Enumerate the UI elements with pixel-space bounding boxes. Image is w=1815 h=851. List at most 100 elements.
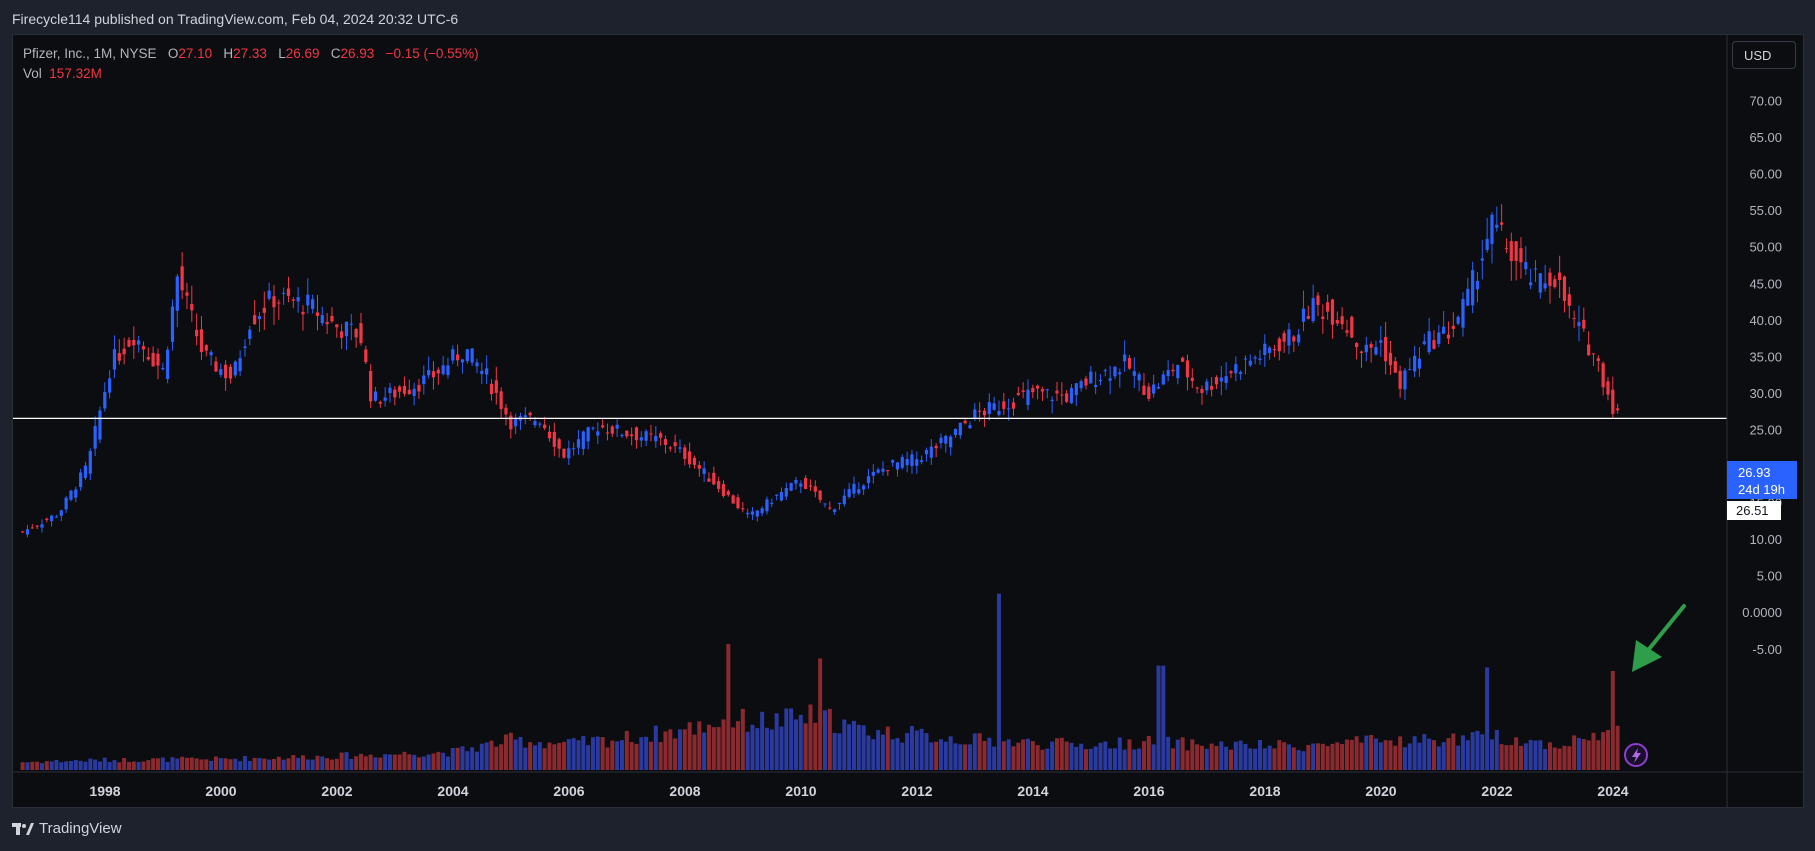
candle-body bbox=[1413, 355, 1417, 372]
volume-bar bbox=[1446, 738, 1451, 770]
candle-body bbox=[673, 442, 677, 447]
candle-body bbox=[1461, 299, 1465, 328]
candle-body bbox=[1403, 370, 1407, 390]
candle-body bbox=[634, 427, 639, 441]
candle-body bbox=[982, 410, 987, 416]
volume-bar bbox=[54, 759, 59, 770]
volume-bar bbox=[876, 730, 881, 770]
candle-body bbox=[1601, 363, 1605, 388]
candle-body bbox=[659, 433, 663, 438]
candle-body bbox=[707, 478, 711, 482]
candle-body bbox=[190, 304, 194, 311]
volume-bar bbox=[508, 732, 513, 770]
volume-bar bbox=[938, 739, 943, 770]
candle-body bbox=[504, 407, 508, 415]
candle-body bbox=[775, 494, 779, 496]
volume-bar bbox=[571, 738, 576, 770]
volume-bar bbox=[1359, 742, 1364, 770]
tradingview-logo[interactable]: TradingView bbox=[12, 820, 122, 837]
lightning-icon[interactable] bbox=[1624, 743, 1648, 767]
volume-bar bbox=[1364, 735, 1369, 770]
volume-bar bbox=[1576, 737, 1581, 770]
volume-bar bbox=[542, 748, 547, 770]
candle-body bbox=[847, 489, 851, 497]
volume-bar bbox=[1330, 743, 1335, 770]
volume-bar bbox=[1335, 742, 1340, 770]
change-value: −0.15 (−0.55%) bbox=[385, 46, 479, 61]
volume-bar bbox=[1465, 740, 1470, 770]
candle-body bbox=[876, 469, 880, 473]
volume-bar bbox=[44, 761, 49, 770]
volume-bar bbox=[702, 732, 707, 770]
candle-body bbox=[456, 354, 460, 361]
candle-body bbox=[1011, 402, 1016, 409]
candle-body bbox=[475, 362, 479, 367]
volume-bar bbox=[1098, 742, 1103, 770]
candle-body bbox=[581, 431, 585, 449]
candle-body bbox=[127, 339, 131, 347]
symbol-name[interactable]: Pfizer, Inc., 1M, NYSE bbox=[23, 46, 157, 61]
candle-body bbox=[277, 302, 281, 304]
candle-body bbox=[1287, 329, 1291, 346]
candle-body bbox=[137, 340, 141, 345]
x-tick-label: 2014 bbox=[1017, 783, 1048, 799]
volume-bar bbox=[1494, 729, 1499, 770]
candle-body bbox=[185, 292, 189, 296]
candle-body bbox=[547, 431, 552, 439]
currency-button[interactable]: USD bbox=[1732, 41, 1796, 69]
candle-body bbox=[1060, 394, 1064, 396]
candle-body bbox=[1529, 282, 1533, 286]
volume-bar bbox=[726, 644, 731, 770]
volume-bar bbox=[1272, 748, 1277, 770]
candle-body bbox=[1369, 344, 1373, 348]
volume-bar bbox=[1340, 744, 1345, 770]
candle-body bbox=[248, 329, 252, 339]
volume-bar bbox=[344, 752, 349, 770]
candle-body bbox=[1466, 288, 1470, 306]
chart-frame[interactable] bbox=[12, 34, 1804, 808]
volume-bar bbox=[184, 757, 189, 770]
volume-bar bbox=[1190, 739, 1195, 770]
candle-body bbox=[1026, 389, 1030, 405]
candle-body bbox=[630, 434, 634, 437]
candle-body bbox=[431, 371, 436, 378]
candle-body bbox=[813, 486, 817, 492]
candle-body bbox=[1350, 316, 1354, 338]
volume-bar bbox=[1475, 730, 1480, 770]
price-axis[interactable]: 70.00 65.00 60.00 55.00 50.00 45.00 40.00 35.00… bbox=[1742, 94, 1782, 657]
candle-body bbox=[83, 465, 88, 478]
volume-bar bbox=[97, 761, 102, 770]
volume-bar bbox=[1499, 744, 1504, 770]
candle-body bbox=[1558, 272, 1562, 281]
volume-bar bbox=[697, 721, 702, 770]
volume-bar bbox=[204, 759, 209, 770]
volume-bar bbox=[242, 756, 247, 770]
candle-body bbox=[789, 483, 793, 491]
volume-bar bbox=[735, 721, 740, 770]
volume-bar bbox=[1518, 745, 1523, 770]
candle-body bbox=[765, 499, 769, 512]
candle-body bbox=[1326, 302, 1330, 312]
candle-body bbox=[760, 508, 764, 514]
close-value: 26.93 bbox=[340, 46, 375, 61]
annotation-arrow[interactable] bbox=[1632, 604, 1686, 672]
y-tick-label: 0.0000 bbox=[1742, 605, 1782, 620]
y-tick-label: 30.00 bbox=[1749, 386, 1782, 401]
volume-bar bbox=[1011, 746, 1016, 770]
y-tick-label: 50.00 bbox=[1749, 240, 1782, 255]
volume-bar bbox=[368, 754, 373, 770]
candle-body bbox=[340, 331, 344, 338]
volume-bar bbox=[233, 758, 238, 770]
x-tick-label: 2020 bbox=[1365, 783, 1396, 799]
time-axis[interactable]: 1998 2000 2002 2004 2006 2008 2010 2012 2014 2016… bbox=[89, 783, 1628, 799]
candle-body bbox=[514, 417, 518, 427]
candle-body bbox=[649, 433, 653, 435]
candle-body bbox=[103, 391, 107, 409]
volume-bar bbox=[1533, 740, 1538, 770]
candle-body bbox=[151, 352, 155, 367]
volume-bar bbox=[692, 734, 697, 770]
candle-body bbox=[1074, 383, 1078, 395]
candle-body bbox=[441, 365, 445, 375]
candle-body bbox=[576, 439, 581, 448]
